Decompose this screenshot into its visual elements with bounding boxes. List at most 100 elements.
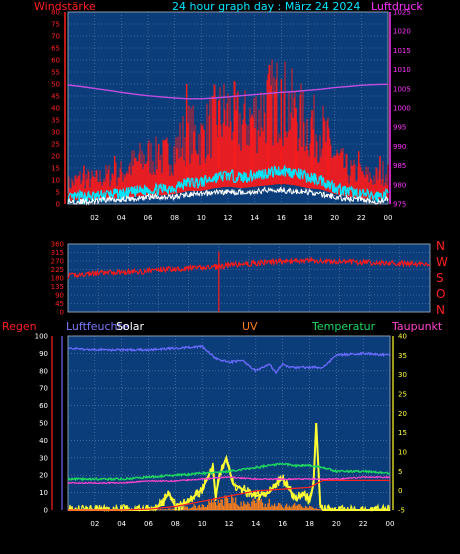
wind-x-tick: 02 <box>90 214 99 222</box>
pressure-label: Luftdruck <box>371 0 423 13</box>
climate-y-tick: 30 <box>39 454 48 462</box>
climate-y2-tick: 10 <box>398 449 407 457</box>
climate-y2-tick: 20 <box>398 410 407 418</box>
climate-x-tick: 22 <box>359 520 368 528</box>
compass-n-top: N <box>436 239 445 253</box>
direction-y-tick: 360 <box>51 241 64 249</box>
compass-w: W <box>436 255 448 269</box>
wind-y-tick: 25 <box>51 141 60 149</box>
climate-x-tick: 04 <box>117 520 126 528</box>
direction-y-tick: 135 <box>51 283 64 291</box>
pressure-y-tick: 1020 <box>393 28 411 36</box>
wind-y-tick: 45 <box>51 93 60 101</box>
wind-x-tick: 16 <box>277 214 286 222</box>
compass-o: O <box>436 287 446 301</box>
pressure-y-tick: 1010 <box>393 66 411 74</box>
climate-x-tick: 18 <box>305 520 314 528</box>
direction-y-tick: 180 <box>51 275 64 283</box>
wind-y-tick: 40 <box>51 105 60 113</box>
wind-y-tick: 50 <box>51 81 60 89</box>
rain-label: Regen <box>2 320 37 333</box>
wind-x-tick: 04 <box>117 214 126 222</box>
pressure-y-tick: 995 <box>393 124 406 132</box>
climate-y2-tick: 5 <box>398 468 402 476</box>
climate-x-tick: 12 <box>225 520 234 528</box>
climate-y-tick: 60 <box>39 402 48 410</box>
climate-y-tick: 10 <box>39 489 48 497</box>
climate-y2-tick: 40 <box>398 333 407 341</box>
wind-x-tick: 22 <box>357 214 366 222</box>
wind-x-tick: 20 <box>330 214 339 222</box>
wind-mean-series <box>67 164 389 205</box>
wind-y-tick: 80 <box>51 9 60 17</box>
wind-y-tick: 35 <box>51 117 60 125</box>
pressure-y-tick: 1005 <box>393 85 411 93</box>
pressure-y-tick: 985 <box>393 162 406 170</box>
climate-y-tick: 70 <box>39 385 48 393</box>
compass-n-bottom: N <box>436 303 445 317</box>
wind-gust-series <box>67 59 389 202</box>
wind-y-tick: 75 <box>51 21 60 29</box>
direction-y-tick: 0 <box>60 309 64 317</box>
wind-avg-series <box>67 186 389 206</box>
direction-y-tick: 315 <box>51 249 64 257</box>
wind-y-tick: 5 <box>56 189 60 197</box>
pressure-y-tick: 1015 <box>393 47 411 55</box>
climate-x-tick: 02 <box>90 520 99 528</box>
wind-x-tick: 18 <box>304 214 313 222</box>
compass-s: S <box>436 271 444 285</box>
wind-y-tick: 60 <box>51 57 60 65</box>
climate-y-tick: 40 <box>39 437 48 445</box>
solar-peaks <box>68 422 390 511</box>
climate-y2-tick: 25 <box>398 391 407 399</box>
wind-x-tick: 08 <box>170 214 179 222</box>
climate-y-tick: 100 <box>35 333 48 341</box>
wind-y-tick: 30 <box>51 129 60 137</box>
wind-y-tick: 55 <box>51 69 60 77</box>
wind-speed-label: Windstärke <box>34 0 96 13</box>
climate-y2-tick: 35 <box>398 352 407 360</box>
temperature-label: Temperatur <box>312 320 376 333</box>
direction-series <box>67 256 431 279</box>
direction-y-tick: 90 <box>55 292 64 300</box>
humidity-series <box>67 344 391 375</box>
climate-y2-tick: 30 <box>398 371 407 379</box>
pressure-series <box>67 83 389 100</box>
climate-x-tick: 16 <box>278 520 287 528</box>
climate-x-tick: 00 <box>386 520 395 528</box>
climate-y-tick: 80 <box>39 367 48 375</box>
wind-x-tick: 14 <box>250 214 259 222</box>
climate-y-tick: 20 <box>39 472 48 480</box>
temperature-series <box>67 462 391 482</box>
wind-x-tick: 10 <box>197 214 206 222</box>
rain-series <box>68 479 390 511</box>
climate-x-tick: 14 <box>251 520 260 528</box>
wind-x-tick: 06 <box>144 214 153 222</box>
uv-series <box>150 494 323 510</box>
uv-label: UV <box>242 320 258 333</box>
climate-y-tick: 0 <box>44 507 48 515</box>
direction-y-tick: 270 <box>51 258 64 266</box>
wind-y-tick: 70 <box>51 33 60 41</box>
wind-x-tick: 12 <box>224 214 233 222</box>
wind-y-tick: 65 <box>51 45 60 53</box>
wind-y-tick: 0 <box>56 201 60 209</box>
wind-y-tick: 15 <box>51 165 60 173</box>
pressure-y-tick: 1000 <box>393 105 411 113</box>
climate-x-tick: 06 <box>144 520 153 528</box>
climate-x-tick: 20 <box>332 520 341 528</box>
direction-y-tick: 45 <box>55 300 64 308</box>
climate-x-tick: 10 <box>198 520 207 528</box>
wind-x-tick: 00 <box>384 214 393 222</box>
pressure-y-tick: 990 <box>393 143 406 151</box>
climate-y2-tick: 0 <box>398 487 402 495</box>
dewpoint-label: Taupunkt <box>392 320 443 333</box>
dewpoint-series <box>67 475 391 485</box>
pressure-y-tick: 980 <box>393 181 406 189</box>
climate-y2-tick: 15 <box>398 429 407 437</box>
wind-y-tick: 20 <box>51 153 60 161</box>
climate-y-tick: 50 <box>39 420 48 428</box>
direction-y-tick: 225 <box>51 266 64 274</box>
wind-y-tick: 10 <box>51 177 60 185</box>
